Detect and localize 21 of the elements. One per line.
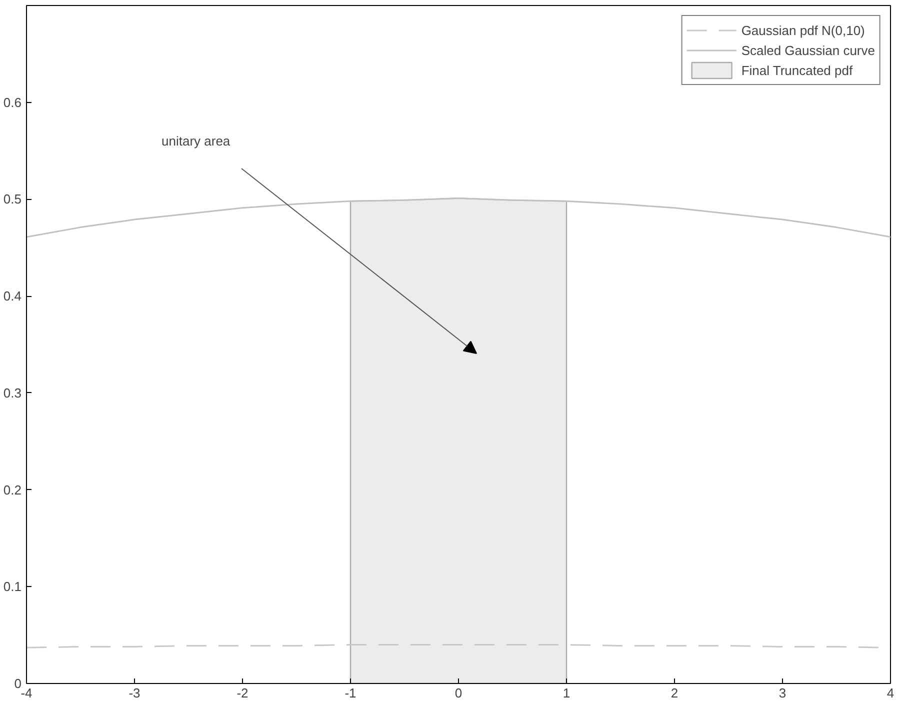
line-series [26, 197, 890, 238]
legend-label: Final Truncated pdf [741, 62, 853, 78]
legend-label: Gaussian pdf N(0,10) [741, 22, 865, 38]
annotation: unitary area [162, 134, 231, 148]
y-tick-label: 0.1 [3, 579, 22, 594]
y-tick-label: 0 [14, 676, 22, 691]
y-tick-label: 0.5 [3, 192, 22, 207]
x-tick-label: 2 [670, 686, 678, 700]
x-tick-label: -2 [236, 686, 248, 700]
x-tick-label: 1 [562, 686, 570, 700]
x-tick-label: -4 [20, 686, 32, 700]
x-tick-label: 3 [778, 686, 786, 700]
legend-label: Scaled Gaussian curve [741, 42, 875, 58]
x-tick-label: -1 [344, 686, 356, 700]
y-tick-label: 0.6 [3, 94, 22, 110]
y-tick-label: 0.3 [3, 385, 22, 400]
y-tick-label: 0.2 [3, 482, 22, 498]
x-tick-label: 0 [454, 686, 462, 700]
x-tick-label: 4 [886, 686, 894, 700]
x-tick-label: -3 [128, 686, 140, 700]
y-tick-label: 0.4 [3, 288, 22, 304]
